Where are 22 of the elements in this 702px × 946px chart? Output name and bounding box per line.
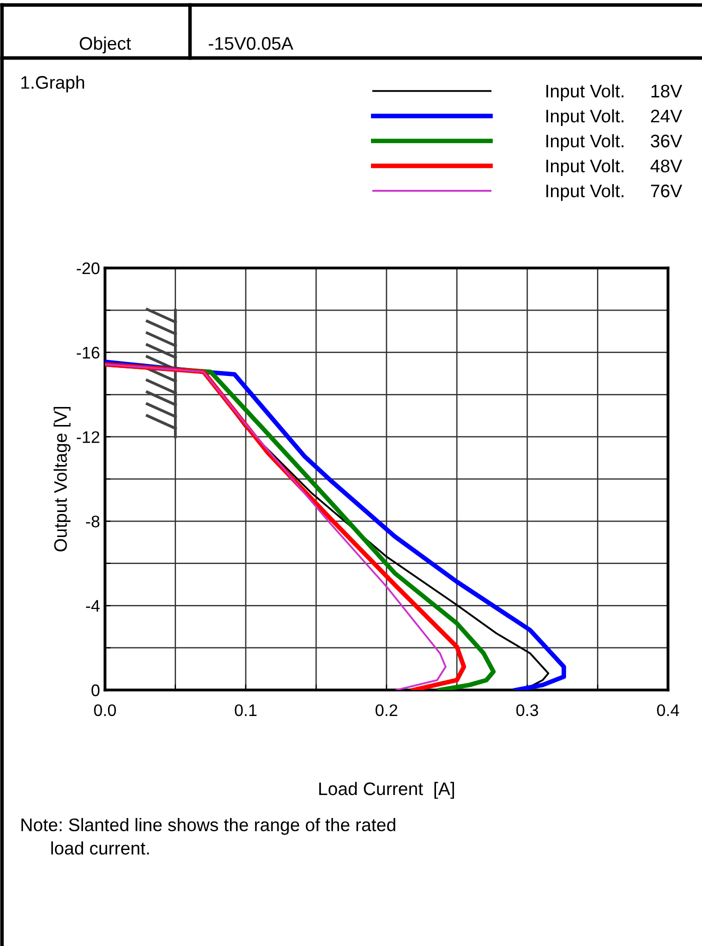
x-tick-label: 0.2 bbox=[376, 704, 398, 716]
x-tick-label: 0.1 bbox=[234, 704, 257, 716]
text: Note: Slanted line shows the range of the rated load current. bbox=[21, 818, 396, 855]
x-tick-label: 0.4 bbox=[657, 704, 680, 716]
x-tick-label: 0.0 bbox=[94, 704, 116, 716]
text: Input Volt. 48V bbox=[546, 159, 682, 176]
y-axis-title: Output Voltage [V] bbox=[54, 407, 70, 552]
text: -15V0.05A bbox=[208, 37, 294, 50]
y-tick-label: -8 bbox=[86, 516, 100, 528]
text: Object bbox=[80, 36, 131, 54]
text: Input Volt. 18V bbox=[546, 84, 682, 102]
y-tick-label: 0 bbox=[92, 684, 100, 696]
y-tick-label: -20 bbox=[76, 262, 100, 274]
y-tick-label: -4 bbox=[86, 600, 100, 612]
y-tick-label: -12 bbox=[76, 431, 100, 443]
x-tick-label: 0.3 bbox=[516, 704, 538, 716]
text: Input Volt. 24V bbox=[546, 109, 682, 126]
x-axis-title: Load Current [A] bbox=[319, 782, 454, 799]
chart-title: 1.Graph bbox=[21, 76, 84, 92]
y-tick-label: -16 bbox=[76, 346, 100, 359]
text: Input Volt. 36V bbox=[546, 134, 682, 151]
text: Input Volt. 76V bbox=[546, 184, 682, 201]
